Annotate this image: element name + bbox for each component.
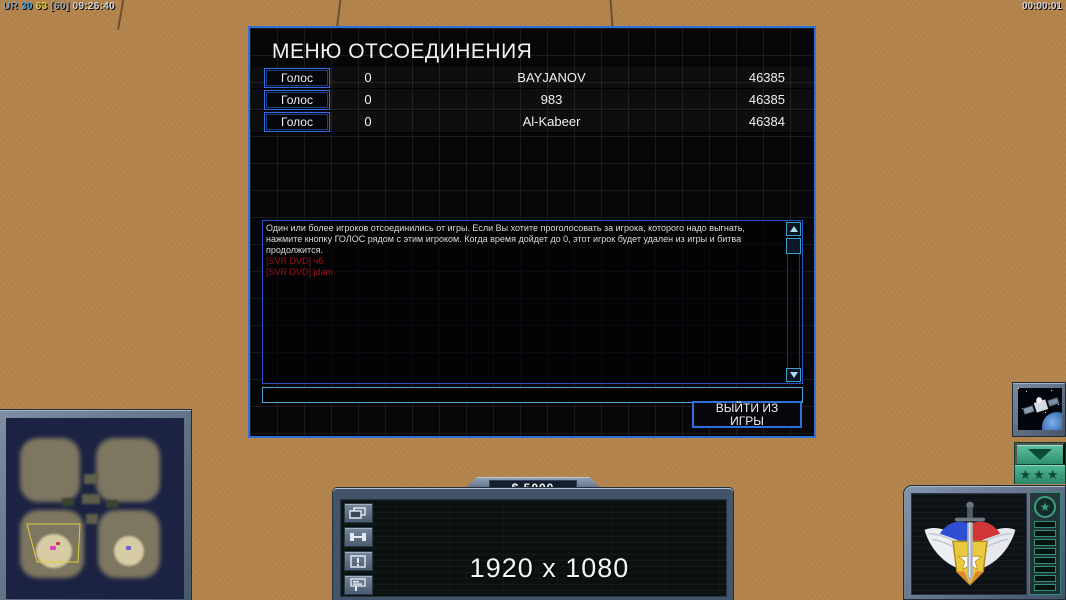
status-clock: 09:26:40 xyxy=(72,1,115,12)
spy-satellite-button[interactable] xyxy=(1012,382,1066,437)
listbox-scrollbar xyxy=(786,221,802,383)
exit-game-button[interactable]: ВЫЙТИ ИЗ ИГРЫ xyxy=(692,401,802,428)
minimap-unit-dot xyxy=(50,546,56,550)
windows-icon xyxy=(349,506,366,519)
xp-segment xyxy=(1034,530,1056,537)
scroll-up-button[interactable] xyxy=(786,222,801,236)
sell-button[interactable] xyxy=(343,503,373,523)
chat-input[interactable] xyxy=(262,387,803,403)
player-list: Голос 0 BAYJANOV 46385 Голос 0 983 46385… xyxy=(251,67,813,133)
minimap-path xyxy=(86,514,98,524)
info-paragraph: Один или более игроков отсоединились от … xyxy=(266,223,745,255)
dialog-title: МЕНЮ ОТСОЕДИНЕНИЯ xyxy=(272,40,533,63)
player-name: Al-Kabeer xyxy=(522,114,581,129)
xp-segment xyxy=(1034,548,1056,555)
player-ping: 46384 xyxy=(748,114,785,129)
arrow-up-icon xyxy=(789,226,798,232)
match-timer: 00:00:01 xyxy=(1021,1,1062,12)
xp-segment xyxy=(1034,566,1056,573)
signpost-icon xyxy=(350,578,366,591)
resolution-text: 1920 x 1080 xyxy=(469,553,630,583)
debug-status-text: UR 30 63 [60] 09:26:40 xyxy=(3,1,118,12)
stars-backdrop xyxy=(1018,388,1019,389)
status-rate: 30 xyxy=(21,1,33,12)
player-row: Голос 0 983 46385 xyxy=(251,89,813,111)
minimap-path xyxy=(62,498,74,506)
satellite-icon xyxy=(1018,388,1062,430)
exit-game-label: ВЫЙТИ ИЗ ИГРЫ xyxy=(715,400,779,428)
player-ping: 46385 xyxy=(748,70,785,85)
scroll-down-button[interactable] xyxy=(786,368,801,382)
xp-segment xyxy=(1034,575,1056,582)
minimap-unit-dot xyxy=(56,542,60,545)
vote-button[interactable]: Голос xyxy=(264,67,330,88)
minimap-terrain-island xyxy=(20,438,80,502)
earth-globe xyxy=(1042,412,1062,430)
chat-button[interactable] xyxy=(343,575,373,595)
star-circle-icon[interactable]: ★ xyxy=(1034,496,1056,518)
collapse-panel-button[interactable] xyxy=(1015,443,1065,465)
status-cap: [60] xyxy=(50,1,70,12)
player-name: 983 xyxy=(540,92,563,107)
minimap-path xyxy=(82,494,100,504)
minimap[interactable] xyxy=(6,418,184,599)
usa-general-emblem xyxy=(924,501,1016,586)
alert-icon xyxy=(350,554,366,568)
minimap-base-enemy xyxy=(114,536,144,566)
vote-button[interactable]: Голос xyxy=(264,111,330,132)
status-fps: 63 xyxy=(35,1,48,12)
command-bar-panel: 1920 x 1080 xyxy=(340,499,727,597)
chat-line: [SVR DVD] jdam xyxy=(266,267,334,277)
repair-button[interactable] xyxy=(343,527,373,547)
command-bar-side-buttons xyxy=(342,503,374,595)
player-ping: 46385 xyxy=(748,92,785,107)
rank-panel: ★★★ xyxy=(1014,442,1066,484)
xp-segment xyxy=(1034,584,1056,591)
arrow-down-icon xyxy=(789,372,798,378)
scrollbar-track[interactable] xyxy=(787,221,800,383)
player-row: Голос 0 BAYJANOV 46385 xyxy=(251,67,813,89)
player-row: Голос 0 Al-Kabeer 46384 xyxy=(251,111,813,133)
wrench-icon xyxy=(350,533,366,541)
scrollbar-thumb[interactable] xyxy=(786,238,801,254)
disconnect-info-text: Один или более игроков отсоединились от … xyxy=(266,223,782,278)
options-button[interactable] xyxy=(343,551,373,571)
chat-line: [SVR DVD] чб xyxy=(266,256,324,266)
general-portrait-panel: ★ xyxy=(903,485,1066,600)
xp-segment xyxy=(1034,521,1056,528)
minimap-path xyxy=(106,500,118,508)
satellite-body xyxy=(1022,397,1060,415)
xp-segment xyxy=(1034,557,1056,564)
chevron-down-icon xyxy=(1028,449,1052,460)
vote-count: 0 xyxy=(364,70,372,85)
experience-strip: ★ xyxy=(1029,492,1061,595)
minimap-unit-dot xyxy=(126,546,131,550)
command-bar: 1920 x 1080 xyxy=(333,488,733,600)
faction-emblem-box xyxy=(911,493,1027,595)
vote-count: 0 xyxy=(364,92,372,107)
vote-count: 0 xyxy=(364,114,372,129)
message-listbox: Один или более игроков отсоединились от … xyxy=(262,220,803,384)
general-rank-stars[interactable]: ★★★ xyxy=(1015,465,1065,484)
status-label: UR xyxy=(3,1,19,12)
disconnect-menu-dialog: МЕНЮ ОТСОЕДИНЕНИЯ Голос 0 BAYJANOV 46385… xyxy=(248,26,816,438)
minimap-frame xyxy=(0,409,192,600)
minimap-path xyxy=(84,474,98,484)
camera-frustum xyxy=(26,523,81,563)
xp-segment xyxy=(1034,539,1056,546)
player-name: BAYJANOV xyxy=(517,70,586,85)
minimap-terrain-island xyxy=(96,438,160,502)
vote-button[interactable]: Голос xyxy=(264,89,330,110)
